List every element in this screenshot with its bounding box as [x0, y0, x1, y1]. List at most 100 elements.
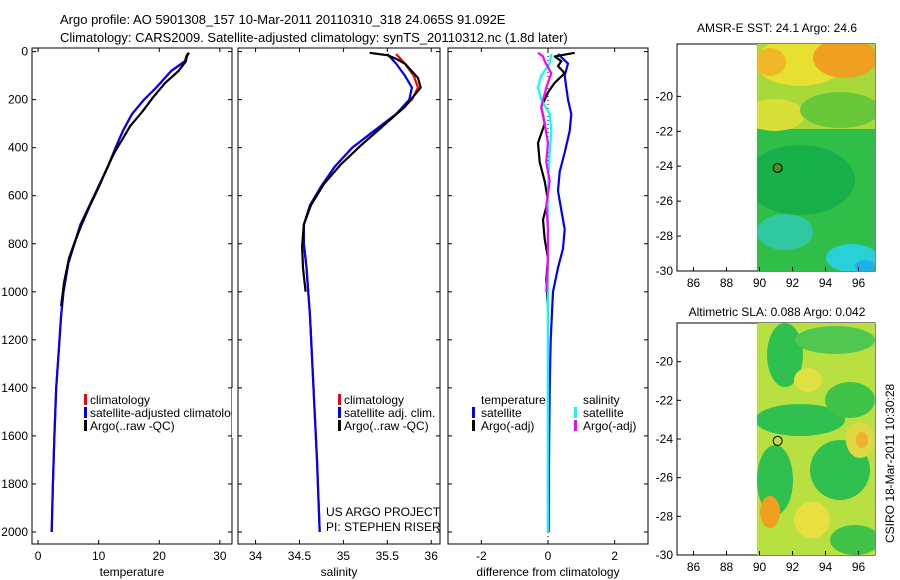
temperature-axis-label: temperature — [100, 565, 165, 579]
sla-green-3 — [757, 404, 845, 436]
map-y-tick-label: -28 — [656, 229, 674, 243]
legend-label-satellite: satellite adj. clim. — [344, 406, 435, 420]
map-x-tick-label: 88 — [720, 276, 734, 290]
series-line-difference-3 — [537, 51, 553, 292]
map-x-tick-label: 96 — [852, 276, 866, 290]
map-x-tick-label: 90 — [753, 560, 767, 574]
map-x-tick-label: 96 — [852, 560, 866, 574]
map-y-tick-label: -20 — [656, 89, 674, 103]
x-tick-label: 0 — [35, 549, 42, 563]
legend-label-climatology: climatology — [344, 393, 404, 407]
sst-map-title: AMSR-E SST: 24.1 Argo: 24.6 — [697, 21, 857, 35]
legend-swatch-satellite — [84, 407, 87, 418]
sla-orange-2 — [856, 432, 868, 448]
difference-panel: -2 0 2 difference from climatology tempera… — [447, 47, 649, 579]
sst-cool-patch-1 — [757, 214, 813, 250]
map-x-tick-label: 86 — [687, 276, 701, 290]
sla-orange-1 — [760, 496, 780, 528]
x-tick-label: 0 — [545, 549, 552, 563]
y-tick-label: 600 — [8, 189, 28, 203]
credit-line-2: PI: STEPHEN RISER — [326, 520, 441, 534]
legend-label-sal-satellite: satellite — [583, 406, 624, 420]
header-line-1: Argo profile: AO 5901308_157 10-Mar-2011… — [60, 12, 506, 27]
sla-map-field — [757, 323, 875, 555]
x-tick-label: 20 — [153, 549, 167, 563]
y-tick-label: 1200 — [1, 333, 28, 347]
sst-float-marker — [772, 162, 783, 173]
map-x-tick-label: 90 — [753, 276, 767, 290]
header-line-2: Climatology: CARS2009. Satellite-adjuste… — [60, 30, 568, 45]
x-tick-label: 34.5 — [288, 549, 312, 563]
map-y-tick-label: -30 — [656, 264, 674, 278]
sla-map: Altimetric SLA: 0.088 Argo: 0.042 86 88 90… — [656, 305, 876, 574]
x-tick-label: 35 — [337, 549, 351, 563]
x-tick-label: 2 — [611, 549, 618, 563]
y-tick-label: 1600 — [1, 429, 28, 443]
map-y-tick-label: -24 — [656, 159, 674, 173]
timestamp-label: CSIRO 18-Mar-2011 10:30:28 — [883, 383, 897, 543]
map-y-tick-label: -22 — [656, 393, 674, 407]
sst-dark-green — [757, 145, 855, 215]
map-y-tick-label: -28 — [656, 509, 674, 523]
legend-swatch-climatology — [84, 394, 87, 405]
sst-warm-patch-2 — [813, 44, 875, 78]
legend-swatch-argo — [84, 420, 87, 431]
temperature-panel: 0 10 20 30 0 200 400 600 800 1000 1200 1400 1600 1800… — [1, 45, 243, 579]
map-y-tick-label: -30 — [656, 548, 674, 562]
sst-green-band — [800, 92, 875, 128]
legend-label-argo: Argo(..raw -QC) — [344, 419, 429, 433]
legend-swatch-temp-argo — [472, 420, 475, 431]
map-x-tick-label: 94 — [819, 560, 833, 574]
legend-label-argo: Argo(..raw -QC) — [90, 419, 175, 433]
x-tick-label: 34 — [249, 549, 263, 563]
map-y-tick-label: -22 — [656, 124, 674, 138]
legend-label-satellite: satellite-adjusted climatology — [90, 406, 243, 420]
legend-swatch-sal-satellite — [574, 407, 577, 418]
series-line-salinity-1 — [302, 53, 413, 533]
legend-swatch-sal-argo — [574, 420, 577, 431]
y-tick-label: 200 — [8, 93, 28, 107]
salinity-panel: 34 34.5 35 35.5 36 salinity climatology sate… — [237, 47, 441, 579]
map-x-tick-label: 88 — [720, 560, 734, 574]
map-y-tick-label: -26 — [656, 194, 674, 208]
sla-yellow-3 — [794, 502, 830, 538]
y-tick-label: 2000 — [1, 525, 28, 539]
map-x-tick-label: 86 — [687, 560, 701, 574]
sst-cool-patch-3 — [855, 260, 875, 271]
difference-axis-label: difference from climatology — [476, 565, 619, 579]
legend-label-sal-argo: Argo(-adj) — [583, 419, 636, 433]
sla-green-7 — [830, 525, 875, 555]
series-line-difference-0 — [547, 53, 573, 533]
legend-swatch-argo — [338, 420, 341, 431]
y-tick-label: 400 — [8, 141, 28, 155]
legend-swatch-climatology — [338, 394, 341, 405]
sla-float-marker — [772, 435, 783, 446]
salinity-axis-label: salinity — [321, 565, 358, 579]
legend-swatch-temp-satellite — [472, 407, 475, 418]
y-tick-label: 0 — [21, 45, 28, 59]
series-line-difference-2 — [536, 53, 553, 532]
salinity-plot-frame — [237, 47, 441, 545]
legend-label-climatology: climatology — [90, 393, 150, 407]
sst-map-field — [757, 44, 875, 271]
legend-title-salinity: salinity — [583, 393, 620, 407]
sla-green-4 — [825, 382, 875, 418]
legend-title-temperature: temperature — [481, 393, 546, 407]
map-y-tick-label: -20 — [656, 355, 674, 369]
x-tick-label: 30 — [213, 549, 227, 563]
map-y-tick-label: -24 — [656, 432, 674, 446]
x-tick-label: -2 — [476, 549, 487, 563]
map-y-tick-label: -26 — [656, 471, 674, 485]
series-line-difference-1 — [536, 51, 575, 307]
x-tick-label: 35.5 — [376, 549, 400, 563]
legend-swatch-satellite — [338, 407, 341, 418]
temperature-legend: climatology satellite-adjusted climatolo… — [84, 393, 243, 433]
sla-green-1 — [767, 323, 803, 387]
difference-legend: temperature satellite Argo(-adj) salinit… — [472, 393, 636, 433]
y-tick-label: 1000 — [1, 285, 28, 299]
series-line-temperature-2 — [60, 52, 190, 307]
map-x-tick-label: 92 — [786, 560, 800, 574]
y-tick-label: 1400 — [1, 381, 28, 395]
series-line-salinity-2 — [301, 51, 422, 292]
salinity-legend: climatology satellite adj. clim. Argo(..… — [338, 393, 435, 433]
